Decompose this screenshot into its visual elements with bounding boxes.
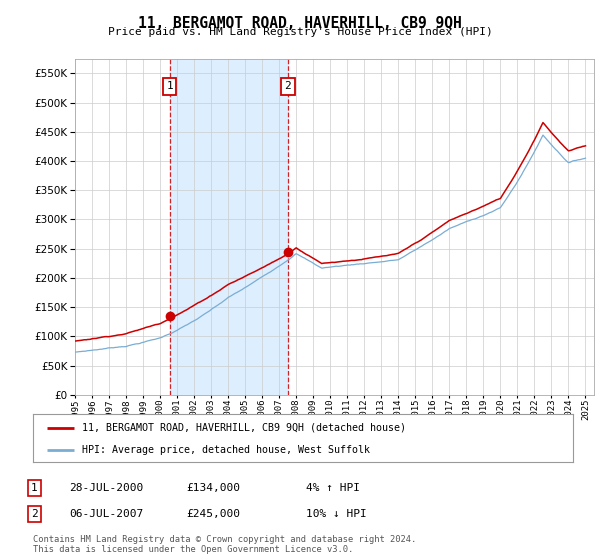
Text: 4% ↑ HPI: 4% ↑ HPI xyxy=(306,483,360,493)
Text: 11, BERGAMOT ROAD, HAVERHILL, CB9 9QH: 11, BERGAMOT ROAD, HAVERHILL, CB9 9QH xyxy=(138,16,462,31)
Text: HPI: Average price, detached house, West Suffolk: HPI: Average price, detached house, West… xyxy=(82,445,370,455)
Text: Contains HM Land Registry data © Crown copyright and database right 2024.
This d: Contains HM Land Registry data © Crown c… xyxy=(33,535,416,554)
Text: 06-JUL-2007: 06-JUL-2007 xyxy=(69,509,143,519)
Text: 10% ↓ HPI: 10% ↓ HPI xyxy=(306,509,367,519)
Text: 28-JUL-2000: 28-JUL-2000 xyxy=(69,483,143,493)
Text: 1: 1 xyxy=(166,81,173,91)
Text: 1: 1 xyxy=(31,483,38,493)
Text: 2: 2 xyxy=(284,81,291,91)
Text: £134,000: £134,000 xyxy=(186,483,240,493)
Text: 2: 2 xyxy=(31,509,38,519)
Text: 11, BERGAMOT ROAD, HAVERHILL, CB9 9QH (detached house): 11, BERGAMOT ROAD, HAVERHILL, CB9 9QH (d… xyxy=(82,423,406,433)
Bar xyxy=(170,59,288,395)
Text: Price paid vs. HM Land Registry's House Price Index (HPI): Price paid vs. HM Land Registry's House … xyxy=(107,27,493,37)
Text: £245,000: £245,000 xyxy=(186,509,240,519)
